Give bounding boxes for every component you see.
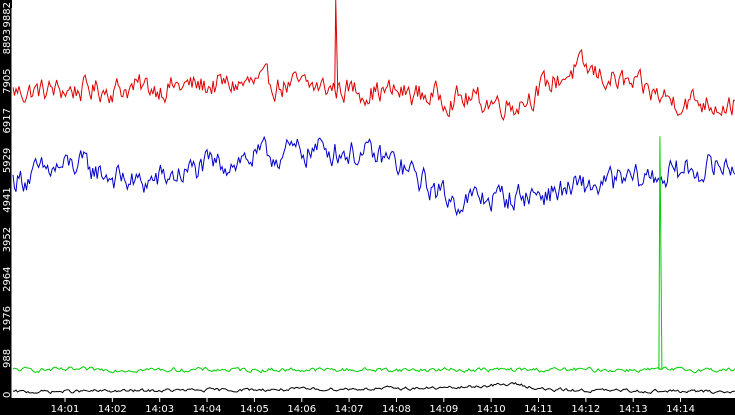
y-tick-label: 2964 <box>2 266 13 291</box>
x-tick-label: 14:03 <box>145 404 174 415</box>
x-tick-label: 14:05 <box>240 404 269 415</box>
y-tick-label: 3952 <box>2 227 13 252</box>
series-line-0 <box>12 48 735 121</box>
y-axis-strip <box>0 0 12 415</box>
y-tick-label: 0 <box>2 392 13 398</box>
x-tick-label: 14:14 <box>666 404 695 415</box>
y-tick-label: 6917 <box>2 108 13 133</box>
x-tick-label: 14:10 <box>477 404 506 415</box>
series-line-1 <box>12 135 735 217</box>
x-tick-label: 14:13 <box>619 404 648 415</box>
y-tick-label: 7905 <box>2 68 13 93</box>
series-spike-0 <box>334 0 339 89</box>
x-tick-layer: 14:01 14:02 14:03 14:04 14:05 14:06 14:07 14:08… <box>51 398 695 415</box>
x-tick-label: 14:01 <box>51 404 80 415</box>
y-tick-label: 5929 <box>2 148 13 173</box>
y-tick-label: 4941 <box>2 187 13 212</box>
y-tick-layer: 0 988 1976 2964 3952 4941 5929 6917 7905 8893 9882 <box>2 2 13 398</box>
series-line-2 <box>12 366 735 374</box>
x-axis-strip <box>0 398 735 415</box>
x-tick-label: 14:12 <box>571 404 600 415</box>
x-tick-label: 14:09 <box>429 404 458 415</box>
x-tick-label: 14:04 <box>193 404 222 415</box>
y-tick-label: 988 <box>2 349 13 368</box>
x-tick-label: 14:06 <box>287 404 316 415</box>
x-tick-label: 14:11 <box>524 404 553 415</box>
x-tick-label: 14:08 <box>382 404 411 415</box>
x-tick-label: 14:02 <box>98 404 127 415</box>
y-tick-label: 1976 <box>2 306 13 331</box>
x-tick-label: 14:07 <box>335 404 364 415</box>
series-line-3 <box>12 381 735 395</box>
y-tick-label: 9882 <box>2 2 13 27</box>
y-tick-label: 8893 <box>2 29 13 54</box>
series-spike-1 <box>658 136 663 370</box>
series-layer <box>12 0 735 395</box>
